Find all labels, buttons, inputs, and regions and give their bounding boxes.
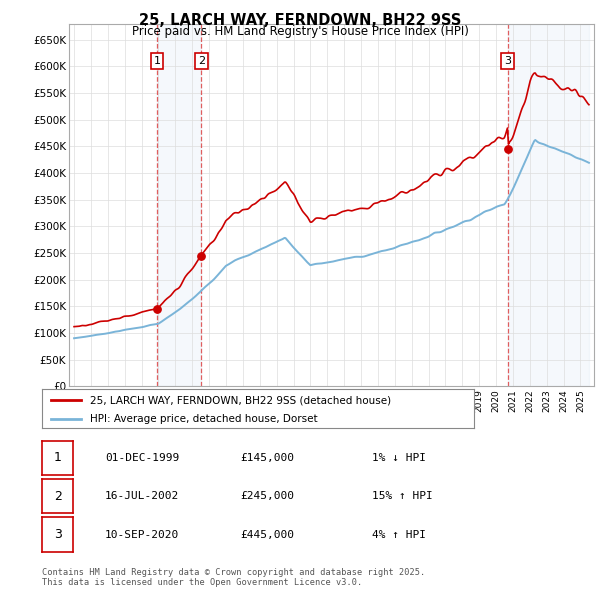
- Text: 2: 2: [198, 56, 205, 66]
- Text: 3: 3: [504, 56, 511, 66]
- Text: 3: 3: [53, 528, 62, 541]
- Text: 4% ↑ HPI: 4% ↑ HPI: [372, 530, 426, 539]
- Text: 01-DEC-1999: 01-DEC-1999: [105, 453, 179, 463]
- Point: [197, 251, 206, 260]
- Bar: [508, 24, 589, 386]
- Bar: [157, 24, 202, 386]
- Text: 25, LARCH WAY, FERNDOWN, BH22 9SS (detached house): 25, LARCH WAY, FERNDOWN, BH22 9SS (detac…: [89, 395, 391, 405]
- Text: 1: 1: [53, 451, 62, 464]
- Text: 1% ↓ HPI: 1% ↓ HPI: [372, 453, 426, 463]
- Text: 15% ↑ HPI: 15% ↑ HPI: [372, 491, 433, 501]
- Text: £445,000: £445,000: [240, 530, 294, 539]
- Text: 2: 2: [53, 490, 62, 503]
- Point: [503, 145, 512, 154]
- Text: HPI: Average price, detached house, Dorset: HPI: Average price, detached house, Dors…: [89, 414, 317, 424]
- Text: Price paid vs. HM Land Registry's House Price Index (HPI): Price paid vs. HM Land Registry's House …: [131, 25, 469, 38]
- Text: £245,000: £245,000: [240, 491, 294, 501]
- Text: Contains HM Land Registry data © Crown copyright and database right 2025.
This d: Contains HM Land Registry data © Crown c…: [42, 568, 425, 587]
- Text: 16-JUL-2002: 16-JUL-2002: [105, 491, 179, 501]
- Text: £145,000: £145,000: [240, 453, 294, 463]
- Text: 1: 1: [154, 56, 161, 66]
- Text: 25, LARCH WAY, FERNDOWN, BH22 9SS: 25, LARCH WAY, FERNDOWN, BH22 9SS: [139, 13, 461, 28]
- Text: 10-SEP-2020: 10-SEP-2020: [105, 530, 179, 539]
- Point: [152, 304, 162, 314]
